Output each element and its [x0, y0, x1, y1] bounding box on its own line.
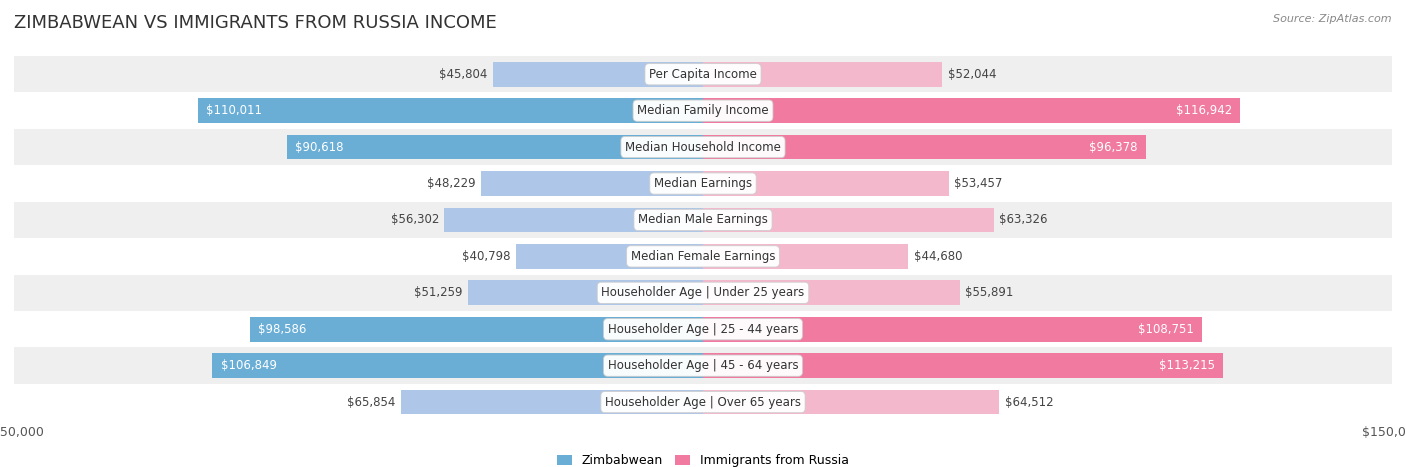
Bar — [287, 134, 703, 160]
Text: $106,849: $106,849 — [221, 359, 277, 372]
Bar — [14, 165, 1392, 202]
Text: $44,680: $44,680 — [914, 250, 962, 263]
Text: $53,457: $53,457 — [955, 177, 1002, 190]
Bar — [444, 207, 703, 233]
Bar — [14, 92, 1392, 129]
Bar — [14, 384, 1392, 420]
Text: Median Earnings: Median Earnings — [654, 177, 752, 190]
Text: $90,618: $90,618 — [295, 141, 343, 154]
Bar — [14, 129, 1392, 165]
Text: Median Family Income: Median Family Income — [637, 104, 769, 117]
Bar — [14, 347, 1392, 384]
Text: Per Capita Income: Per Capita Income — [650, 68, 756, 81]
Bar — [198, 98, 703, 123]
Text: $55,891: $55,891 — [965, 286, 1014, 299]
Bar — [703, 353, 1223, 378]
Bar — [14, 238, 1392, 275]
Text: $52,044: $52,044 — [948, 68, 995, 81]
Bar — [703, 317, 1202, 342]
Text: $64,512: $64,512 — [1005, 396, 1053, 409]
Bar — [14, 56, 1392, 92]
Bar — [14, 275, 1392, 311]
Text: $56,302: $56,302 — [391, 213, 439, 226]
Text: Householder Age | Under 25 years: Householder Age | Under 25 years — [602, 286, 804, 299]
Text: Median Female Earnings: Median Female Earnings — [631, 250, 775, 263]
Text: Median Male Earnings: Median Male Earnings — [638, 213, 768, 226]
Bar — [703, 98, 1240, 123]
Text: $113,215: $113,215 — [1159, 359, 1215, 372]
Text: $40,798: $40,798 — [461, 250, 510, 263]
Text: Median Household Income: Median Household Income — [626, 141, 780, 154]
Text: $96,378: $96,378 — [1088, 141, 1137, 154]
Bar — [250, 317, 703, 342]
Text: Householder Age | Over 65 years: Householder Age | Over 65 years — [605, 396, 801, 409]
Text: $98,586: $98,586 — [259, 323, 307, 336]
Text: $48,229: $48,229 — [427, 177, 477, 190]
Text: Householder Age | 25 - 44 years: Householder Age | 25 - 44 years — [607, 323, 799, 336]
Bar — [703, 134, 1146, 160]
Text: $45,804: $45,804 — [439, 68, 486, 81]
Bar — [468, 280, 703, 305]
Text: $65,854: $65,854 — [347, 396, 395, 409]
Bar — [703, 244, 908, 269]
Bar — [14, 311, 1392, 347]
Bar — [14, 202, 1392, 238]
Text: $116,942: $116,942 — [1175, 104, 1232, 117]
Bar — [481, 171, 703, 196]
Text: ZIMBABWEAN VS IMMIGRANTS FROM RUSSIA INCOME: ZIMBABWEAN VS IMMIGRANTS FROM RUSSIA INC… — [14, 14, 496, 32]
Legend: Zimbabwean, Immigrants from Russia: Zimbabwean, Immigrants from Russia — [551, 449, 855, 467]
Bar — [703, 389, 1000, 415]
Text: Householder Age | 45 - 64 years: Householder Age | 45 - 64 years — [607, 359, 799, 372]
Bar — [401, 389, 703, 415]
Bar — [703, 171, 949, 196]
Text: $108,751: $108,751 — [1139, 323, 1194, 336]
Text: $110,011: $110,011 — [207, 104, 262, 117]
Bar — [703, 207, 994, 233]
Bar — [516, 244, 703, 269]
Bar — [212, 353, 703, 378]
Text: $51,259: $51,259 — [413, 286, 463, 299]
Bar — [703, 280, 960, 305]
Bar — [703, 62, 942, 87]
Bar — [492, 62, 703, 87]
Text: Source: ZipAtlas.com: Source: ZipAtlas.com — [1274, 14, 1392, 24]
Text: $63,326: $63,326 — [1000, 213, 1047, 226]
